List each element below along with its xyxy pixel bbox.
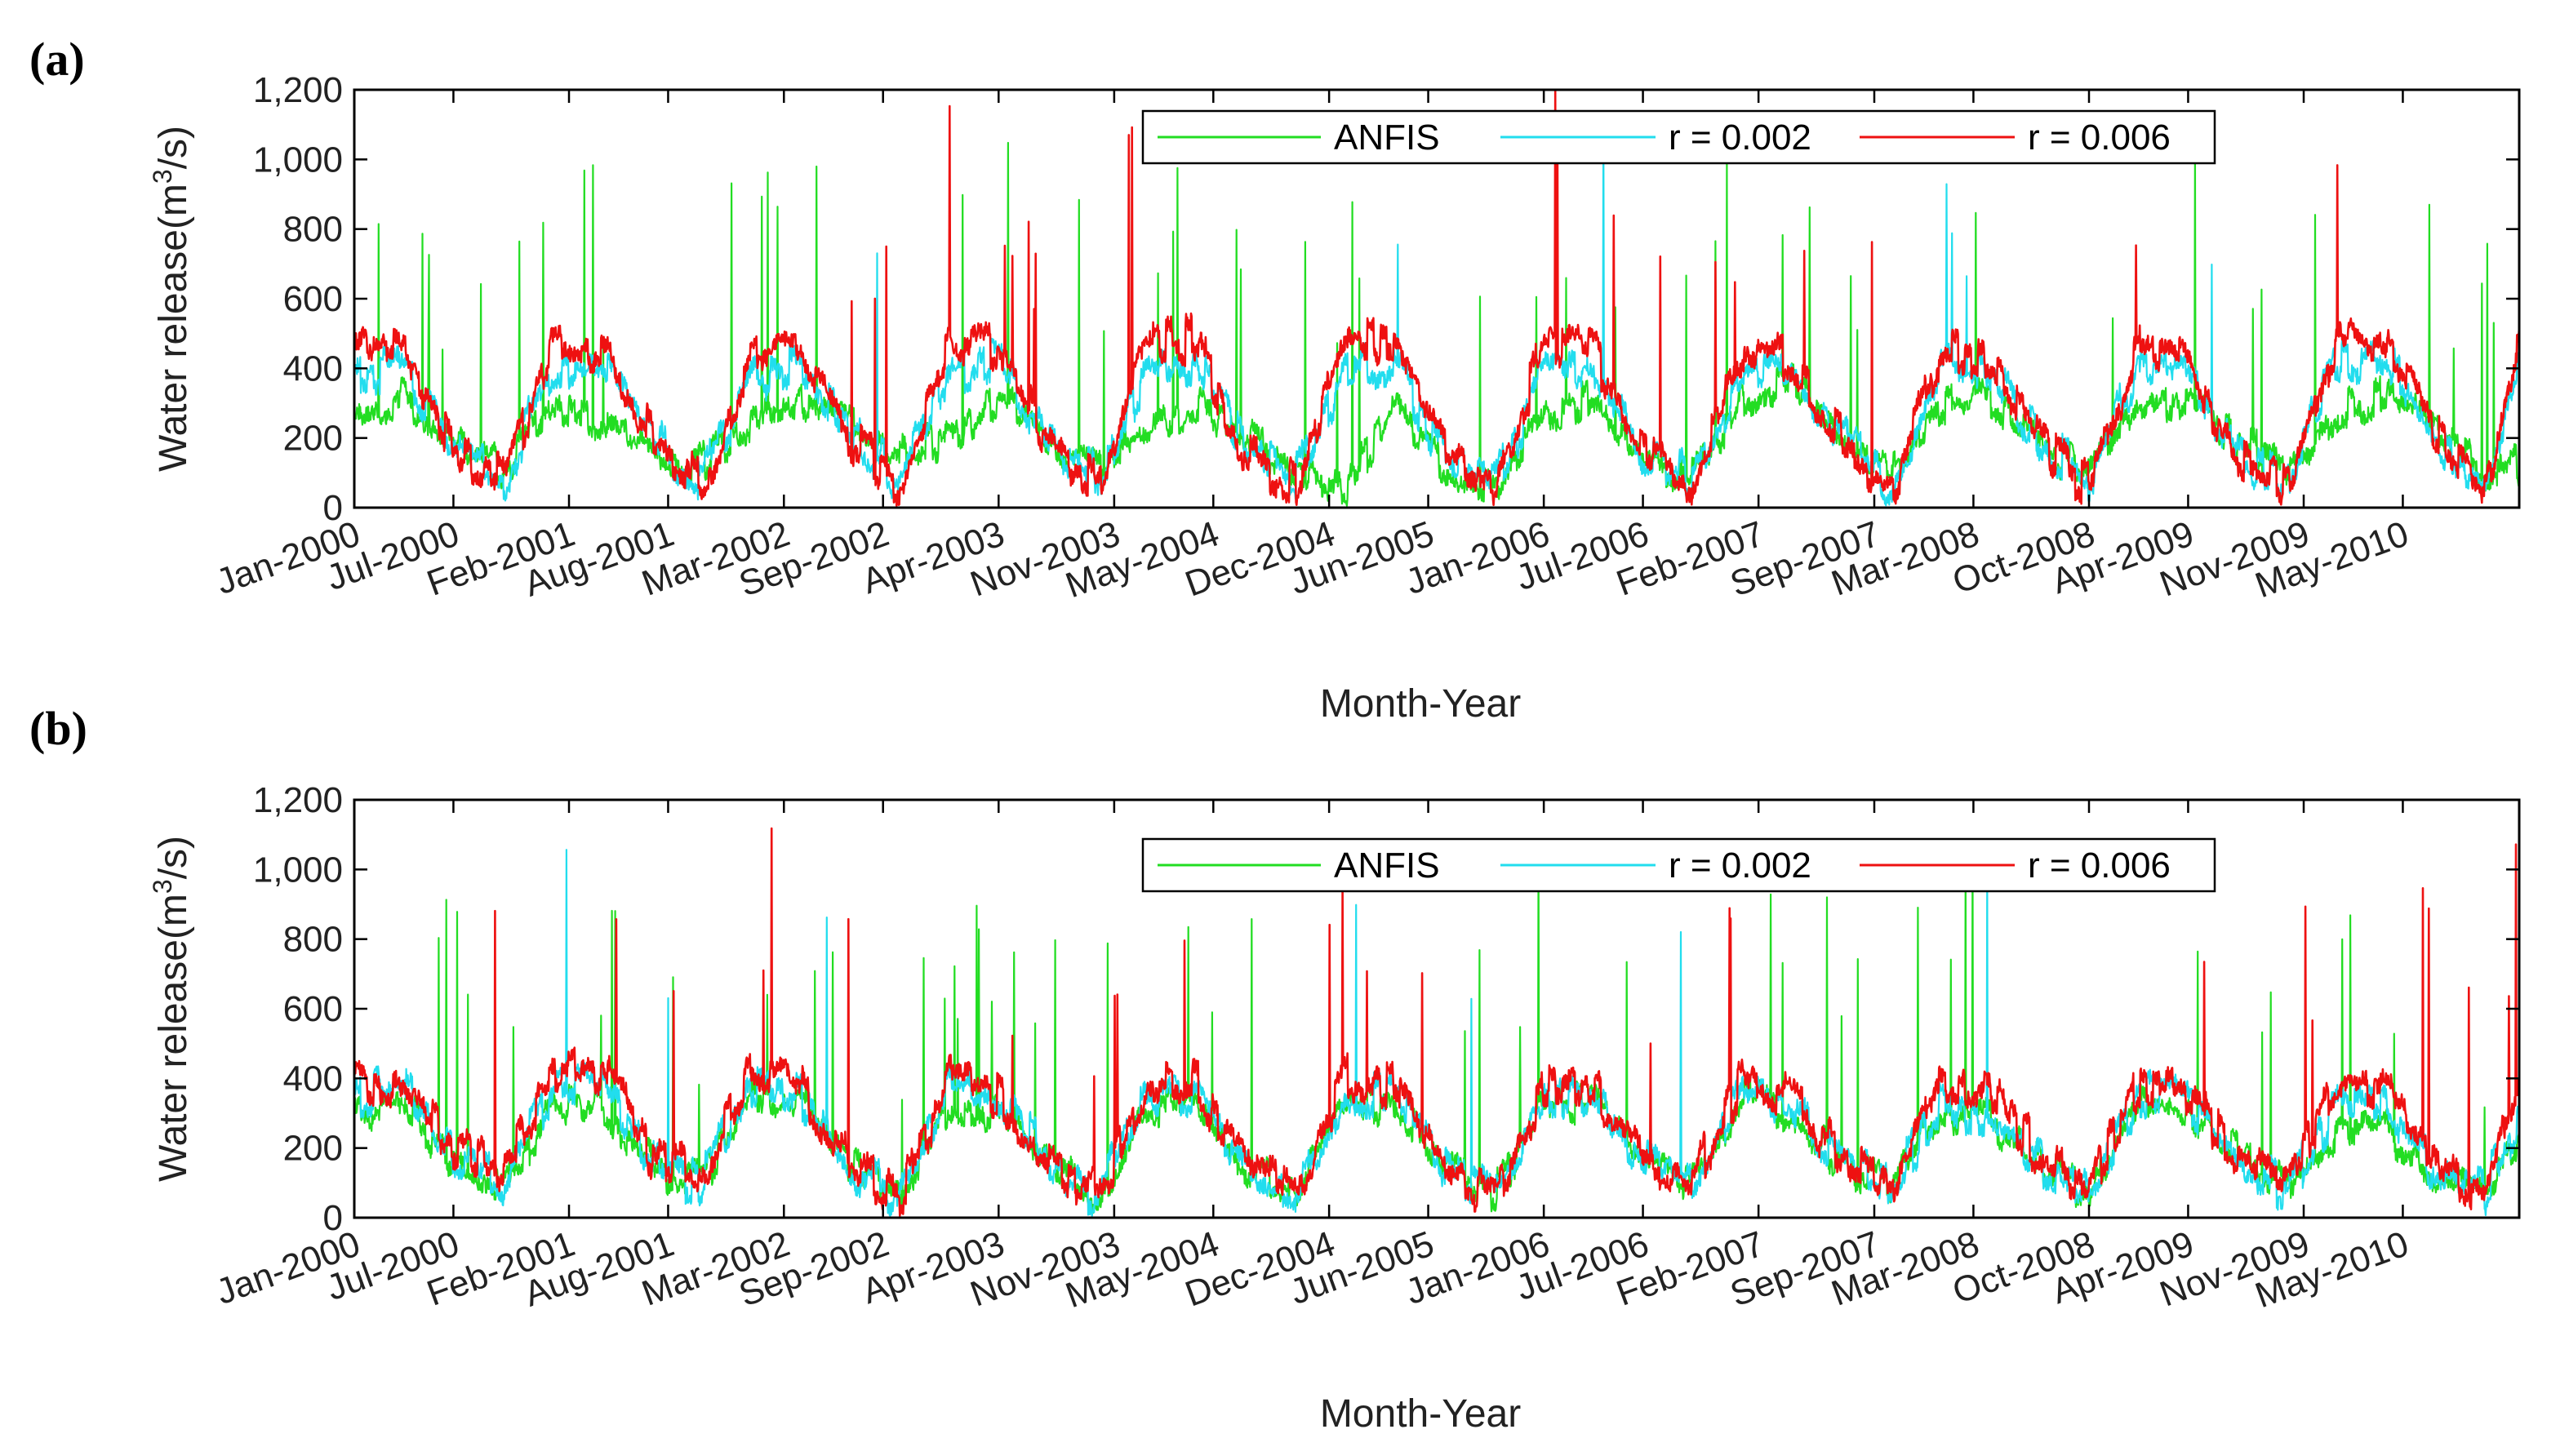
legend-label: r = 0.002 [1669,846,1811,886]
panel-b-label: (b) [29,702,87,755]
chart-panel-a: 02004006008001,0001,200Jan-2000Jul-2000F… [148,70,2521,726]
legend-label: ANFIS [1334,118,1440,158]
y-tick-label: 600 [283,989,343,1029]
legend-box [1141,837,2216,893]
y-tick-label: 400 [283,348,343,388]
y-tick-label: 600 [283,279,343,319]
y-tick-label: 0 [323,1198,343,1238]
legend: ANFIS r = 0.002 r = 0.006 [1141,109,2216,165]
y-tick-label: 1,000 [253,850,343,890]
y-tick-label: 200 [283,1129,343,1169]
y-axis-title: Water release(m3/s) [148,126,195,472]
x-axis-title: Month-Year [1320,1392,1521,1436]
x-axis-title: Month-Year [1320,682,1521,726]
series-line-anfis [354,141,2519,507]
y-tick-label: 1,200 [253,780,343,820]
series-line-r-0-006 [354,827,2519,1217]
legend: ANFIS r = 0.002 r = 0.006 [1141,837,2216,893]
series-group [354,827,2519,1217]
y-tick-label: 0 [323,488,343,528]
chart-panel-b: 02004006008001,0001,200Jan-2000Jul-2000F… [148,780,2521,1436]
legend-label: r = 0.002 [1669,118,1811,158]
series-line-r-0-006 [354,90,2519,508]
legend-label: ANFIS [1334,846,1440,886]
y-tick-label: 800 [283,920,343,960]
legend-label: r = 0.006 [2028,118,2171,158]
legend-box [1141,109,2216,165]
panel-a-label: (a) [29,33,85,86]
y-tick-label: 400 [283,1059,343,1099]
y-tick-label: 1,200 [253,70,343,110]
y-tick-label: 200 [283,419,343,459]
y-axis-title: Water release(m3/s) [148,836,195,1182]
series-line-r-0-002 [354,849,2519,1217]
y-tick-label: 1,000 [253,140,343,180]
series-group [354,90,2519,508]
y-tick-label: 800 [283,210,343,250]
legend-label: r = 0.006 [2028,846,2171,886]
